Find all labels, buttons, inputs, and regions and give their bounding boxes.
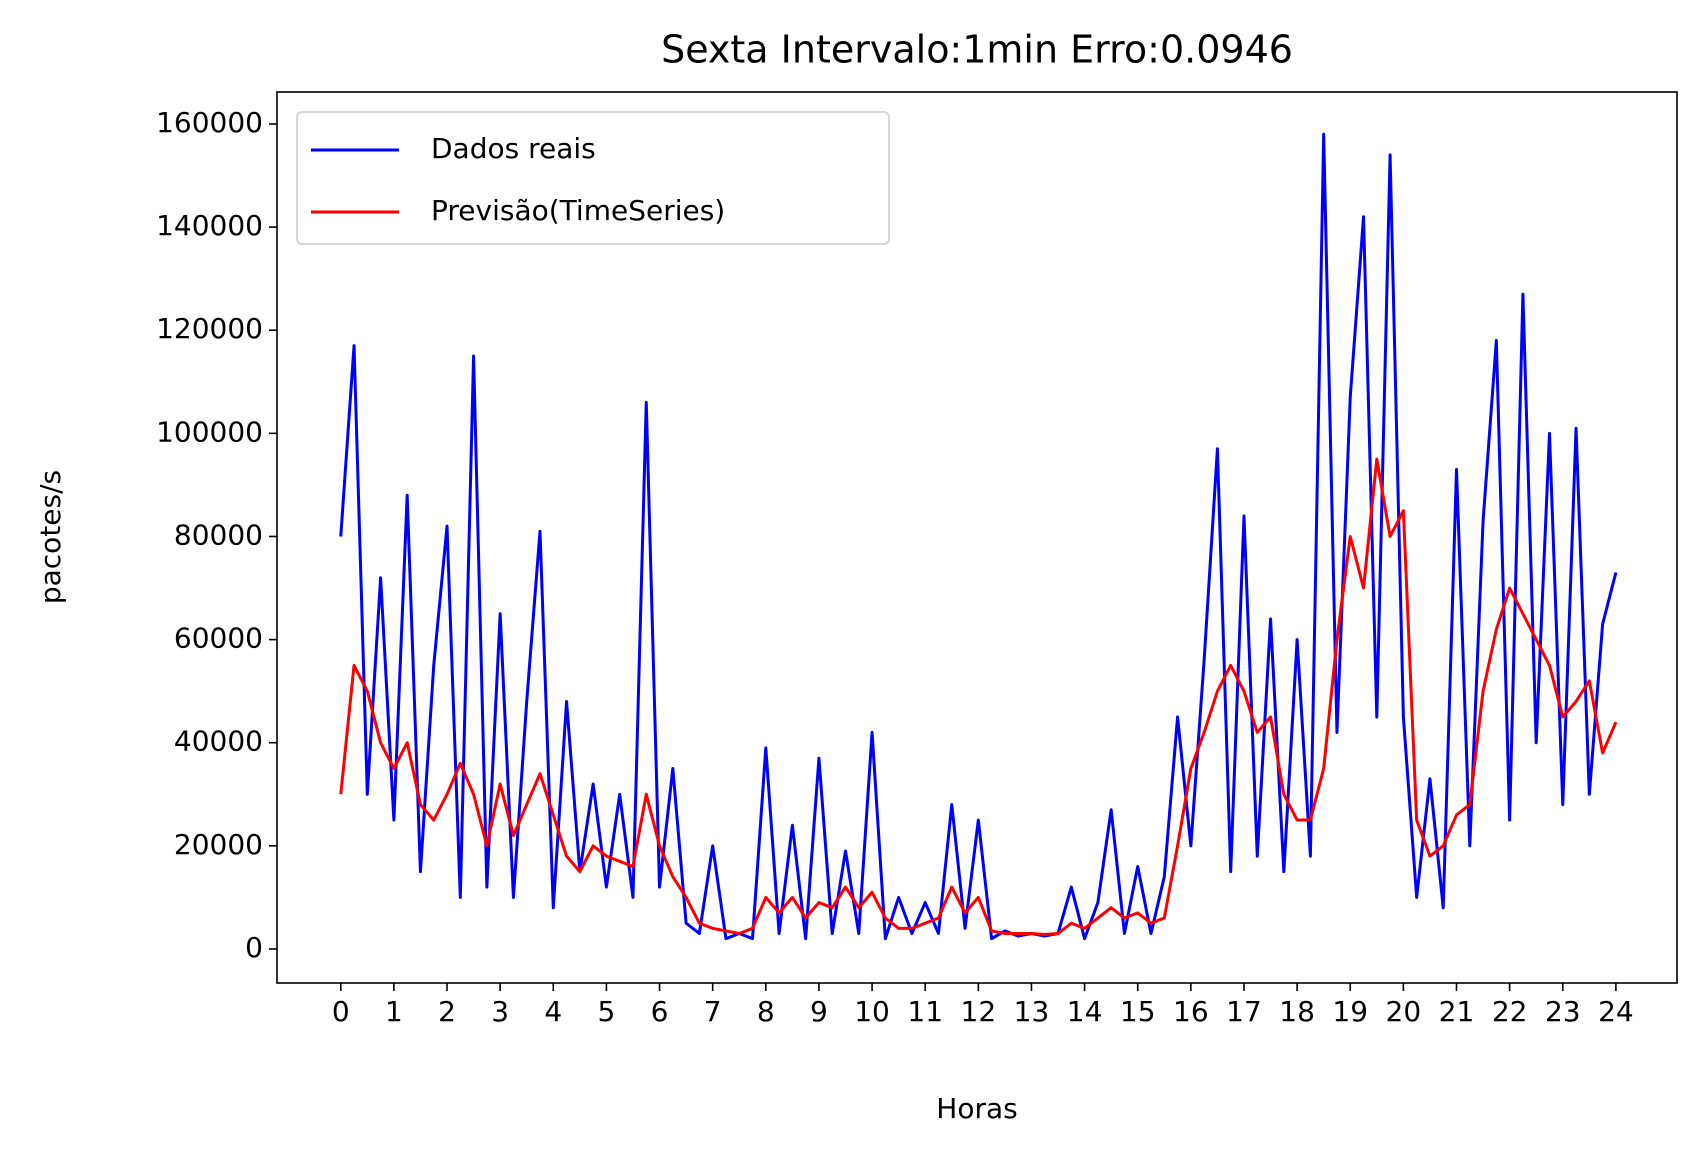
x-tick-label: 15: [1120, 995, 1156, 1028]
x-tick-label: 2: [438, 995, 456, 1028]
x-tick-label: 9: [810, 995, 828, 1028]
y-tick-label: 140000: [156, 209, 263, 242]
x-tick-label: 14: [1067, 995, 1103, 1028]
x-tick-label: 1: [385, 995, 403, 1028]
x-tick-label: 10: [854, 995, 890, 1028]
y-tick-label: 100000: [156, 415, 263, 448]
y-tick-label: 80000: [174, 518, 263, 551]
series-line: [339, 132, 1618, 941]
x-tick-label: 24: [1598, 995, 1634, 1028]
x-tick-label: 13: [1014, 995, 1050, 1028]
y-tick-label: 160000: [156, 106, 263, 139]
x-tick-label: 4: [544, 995, 562, 1028]
x-tick-label: 12: [961, 995, 997, 1028]
y-tick-label: 40000: [174, 725, 263, 758]
x-tick-label: 22: [1492, 995, 1528, 1028]
y-axis-label: pacotes/s: [34, 470, 67, 604]
x-tick-label: 3: [491, 995, 509, 1028]
legend-label: Previsão(TimeSeries): [431, 194, 725, 227]
y-tick-label: 120000: [156, 312, 263, 345]
x-tick-label: 17: [1226, 995, 1262, 1028]
legend-label: Dados reais: [431, 132, 596, 165]
x-tick-label: 6: [651, 995, 669, 1028]
x-tick-label: 16: [1173, 995, 1209, 1028]
plot-area: [339, 132, 1618, 941]
x-tick-label: 19: [1332, 995, 1368, 1028]
x-tick-label: 21: [1439, 995, 1475, 1028]
y-tick-label: 60000: [174, 622, 263, 655]
x-tick-label: 20: [1386, 995, 1422, 1028]
y-tick-label: 0: [245, 931, 263, 964]
x-tick-label: 0: [332, 995, 350, 1028]
x-axis-label: Horas: [936, 1092, 1017, 1125]
axes-frame: [276, 91, 1678, 984]
series-line: [339, 457, 1618, 937]
chart-title: Sexta Intervalo:1min Erro:0.0946: [661, 28, 1293, 72]
x-tick-label: 8: [757, 995, 775, 1028]
legend-box: [296, 111, 890, 245]
y-tick-label: 20000: [174, 828, 263, 861]
x-tick-label: 18: [1279, 995, 1315, 1028]
x-tick-label: 11: [907, 995, 943, 1028]
x-tick-label: 5: [597, 995, 615, 1028]
x-tick-label: 23: [1545, 995, 1581, 1028]
x-tick-label: 7: [704, 995, 722, 1028]
